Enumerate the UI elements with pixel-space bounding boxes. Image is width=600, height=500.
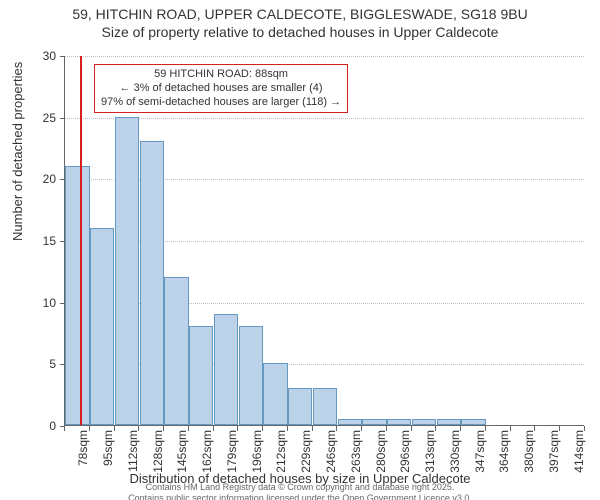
x-tick-mark xyxy=(584,426,585,431)
y-tick-label: 5 xyxy=(26,357,56,371)
footer-line-2: Contains public sector information licen… xyxy=(128,493,472,500)
y-tick-label: 15 xyxy=(26,234,56,248)
histogram-bar xyxy=(65,166,89,425)
x-tick-mark xyxy=(89,426,90,431)
x-tick-mark xyxy=(559,426,560,431)
footer-line-1: Contains HM Land Registry data © Crown c… xyxy=(146,482,455,492)
y-tick-mark xyxy=(60,118,65,119)
histogram-bar xyxy=(189,326,213,425)
histogram-bar xyxy=(362,419,386,425)
x-tick-mark xyxy=(510,426,511,431)
x-tick-mark xyxy=(411,426,412,431)
x-tick-mark xyxy=(361,426,362,431)
annotation-line-2: ← 3% of detached houses are smaller (4) xyxy=(120,82,323,94)
histogram-bar xyxy=(239,326,263,425)
x-tick-mark xyxy=(312,426,313,431)
histogram-bar xyxy=(214,314,238,425)
x-tick-mark xyxy=(114,426,115,431)
x-tick-mark xyxy=(64,426,65,431)
marker-line xyxy=(80,56,82,425)
histogram-bar xyxy=(263,363,287,425)
histogram-bar xyxy=(164,277,188,425)
x-tick-mark xyxy=(386,426,387,431)
y-tick-label: 0 xyxy=(26,419,56,433)
histogram-bar xyxy=(412,419,436,425)
chart-container: 59, HITCHIN ROAD, UPPER CALDECOTE, BIGGL… xyxy=(0,6,600,500)
histogram-bar xyxy=(115,117,139,425)
chart-title: 59, HITCHIN ROAD, UPPER CALDECOTE, BIGGL… xyxy=(0,6,600,41)
x-tick-mark xyxy=(435,426,436,431)
histogram-bar xyxy=(387,419,411,425)
annotation-box: 59 HITCHIN ROAD: 88sqm ← 3% of detached … xyxy=(94,64,348,113)
x-tick-mark xyxy=(188,426,189,431)
x-tick-mark xyxy=(237,426,238,431)
histogram-bar xyxy=(288,388,312,425)
x-tick-mark xyxy=(460,426,461,431)
annotation-line-3: 97% of semi-detached houses are larger (… xyxy=(101,96,341,108)
histogram-bar xyxy=(313,388,337,425)
x-tick-mark xyxy=(262,426,263,431)
gridline xyxy=(65,56,584,57)
x-tick-mark xyxy=(287,426,288,431)
y-axis-label: Number of detached properties xyxy=(10,62,25,241)
chart-area: 59 HITCHIN ROAD: 88sqm ← 3% of detached … xyxy=(64,56,584,426)
histogram-bar xyxy=(90,228,114,425)
x-tick-mark xyxy=(138,426,139,431)
x-tick-mark xyxy=(534,426,535,431)
histogram-bar xyxy=(140,141,164,425)
footer: Contains HM Land Registry data © Crown c… xyxy=(0,482,600,500)
x-tick-mark xyxy=(336,426,337,431)
y-tick-label: 10 xyxy=(26,296,56,310)
x-tick-mark xyxy=(213,426,214,431)
title-line-2: Size of property relative to detached ho… xyxy=(102,24,499,40)
x-tick-mark xyxy=(485,426,486,431)
x-tick-mark xyxy=(163,426,164,431)
y-tick-label: 20 xyxy=(26,172,56,186)
histogram-bar xyxy=(437,419,461,425)
y-tick-label: 30 xyxy=(26,49,56,63)
y-tick-label: 25 xyxy=(26,111,56,125)
gridline xyxy=(65,118,584,119)
histogram-bar xyxy=(338,419,362,425)
title-line-1: 59, HITCHIN ROAD, UPPER CALDECOTE, BIGGL… xyxy=(72,6,527,22)
annotation-line-1: 59 HITCHIN ROAD: 88sqm xyxy=(154,68,288,80)
y-tick-mark xyxy=(60,56,65,57)
histogram-bar xyxy=(461,419,485,425)
